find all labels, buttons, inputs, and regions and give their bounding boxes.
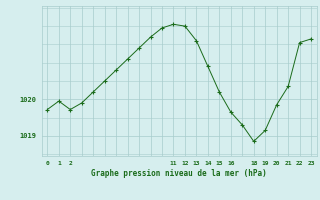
X-axis label: Graphe pression niveau de la mer (hPa): Graphe pression niveau de la mer (hPa) xyxy=(91,169,267,178)
